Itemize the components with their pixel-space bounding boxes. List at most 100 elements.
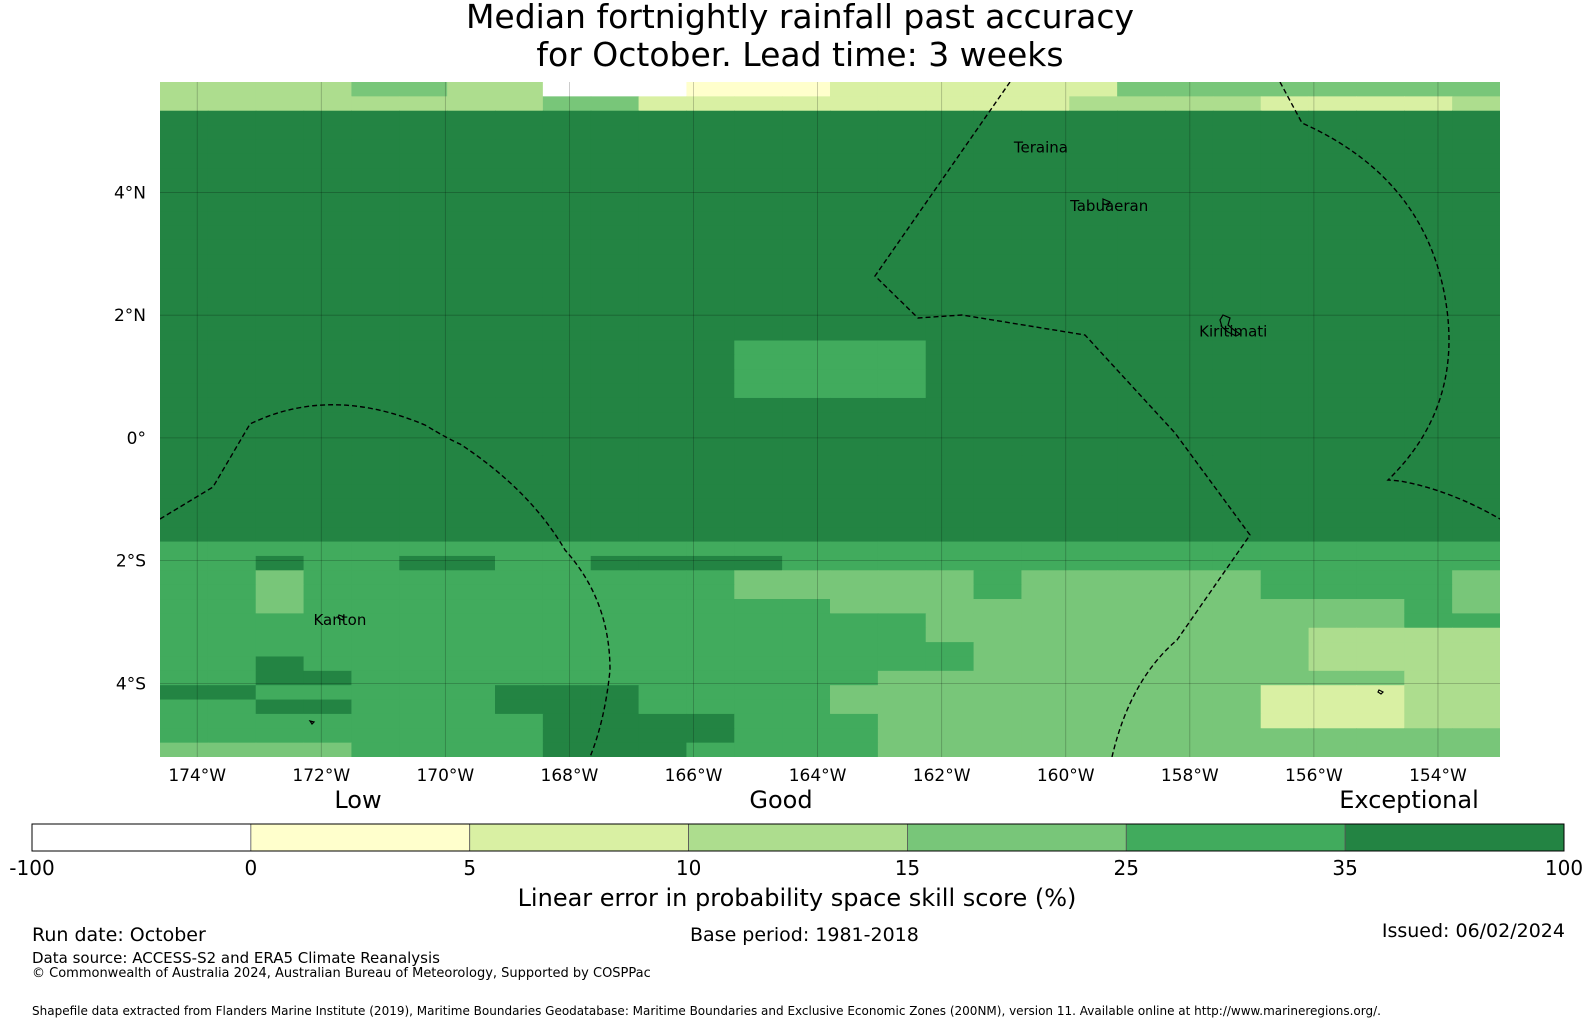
grid-cell [925, 426, 975, 442]
grid-cell [495, 441, 544, 456]
grid-cell [1452, 469, 1500, 485]
grid-cell [686, 196, 735, 212]
grid-cell [495, 527, 544, 543]
grid-cell [1308, 555, 1358, 571]
grid-cell [830, 340, 879, 356]
grid-cell [351, 168, 400, 184]
grid-cell [303, 713, 353, 729]
grid-cell [542, 283, 592, 299]
grid-cell [303, 426, 353, 442]
grid-cell [542, 613, 592, 629]
grid-cell [1308, 283, 1358, 299]
grid-cell [973, 168, 1023, 184]
grid-cell [638, 412, 688, 428]
grid-cell [160, 82, 209, 97]
grid-cell [1021, 110, 1070, 126]
grid-cell [877, 541, 927, 557]
grid-cell [638, 455, 688, 471]
grid-cell [1308, 656, 1358, 672]
grid-cell [1212, 512, 1262, 528]
grid-cell [1212, 268, 1262, 284]
grid-cell [877, 498, 927, 514]
grid-cell [1117, 742, 1166, 757]
grid-cell [973, 613, 1023, 629]
grid-cell [830, 268, 879, 284]
grid-cell [973, 599, 1023, 614]
grid-cell [1165, 685, 1214, 701]
grid-cell [877, 82, 927, 97]
grid-cell [1165, 426, 1214, 442]
grid-cell [255, 627, 305, 643]
grid-cell [1069, 397, 1118, 413]
grid-cell [782, 527, 831, 543]
grid-cell [638, 426, 688, 442]
grid-cell [1117, 383, 1166, 399]
grid-cell [782, 512, 831, 528]
grid-cell [303, 555, 353, 571]
grid-cell [1308, 125, 1358, 141]
grid-cell [399, 512, 448, 528]
grid-cell [542, 441, 592, 456]
grid-cell [1117, 311, 1166, 327]
grid-cell [1452, 254, 1500, 270]
grid-cell [1212, 139, 1262, 155]
grid-cell [877, 254, 927, 270]
grid-cell [351, 125, 400, 141]
grid-cell [782, 627, 831, 643]
grid-cell [1308, 340, 1358, 356]
grid-cell [925, 82, 975, 97]
grid-cell [542, 139, 592, 155]
grid-cell [590, 627, 640, 643]
grid-cell [160, 713, 209, 729]
grid-cell [447, 268, 496, 284]
grid-cell [399, 455, 448, 471]
grid-cell [734, 685, 783, 701]
grid-cell [1212, 627, 1262, 643]
grid-cell [1165, 283, 1214, 299]
grid-cell [925, 153, 975, 169]
grid-cell [590, 153, 640, 169]
grid-cell [734, 268, 783, 284]
grid-cell [303, 239, 353, 255]
grid-cell [303, 96, 353, 112]
grid-cell [1452, 369, 1500, 385]
grid-cell [1308, 96, 1358, 112]
grid-cell [447, 469, 496, 485]
grid-cell [1069, 426, 1118, 442]
grid-cell [255, 713, 305, 729]
colorbar-tick-label: 35 [1332, 856, 1357, 880]
grid-cell [255, 383, 305, 399]
grid-cell [877, 656, 927, 672]
grid-cell [590, 125, 640, 141]
grid-cell [925, 613, 975, 629]
grid-cell [925, 570, 975, 586]
grid-cell [447, 642, 496, 658]
grid-cell [1260, 268, 1310, 284]
grid-cell [638, 225, 688, 241]
grid-cell [1165, 153, 1214, 169]
grid-cell [1404, 82, 1453, 97]
grid-cell [160, 397, 209, 413]
grid-cell [590, 239, 640, 255]
grid-cell [1021, 469, 1070, 485]
grid-cell [686, 685, 735, 701]
grid-cell [782, 397, 831, 413]
grid-cell [1212, 484, 1262, 500]
grid-cell [1069, 139, 1118, 155]
grid-cell [1117, 340, 1166, 356]
grid-cell [1452, 699, 1500, 715]
grid-cell [1356, 627, 1405, 643]
grid-cell [1308, 570, 1358, 586]
grid-cell [973, 441, 1023, 456]
grid-cell [207, 498, 257, 514]
grid-cell [1308, 239, 1358, 255]
grid-cell [686, 541, 735, 557]
grid-cell [399, 527, 448, 543]
grid-cell [590, 484, 640, 500]
grid-cell [925, 469, 975, 485]
grid-cell [1165, 455, 1214, 471]
grid-cell [973, 699, 1023, 715]
grid-cell [1212, 211, 1262, 227]
grid-cell [1452, 584, 1500, 600]
grid-cell [973, 742, 1023, 757]
